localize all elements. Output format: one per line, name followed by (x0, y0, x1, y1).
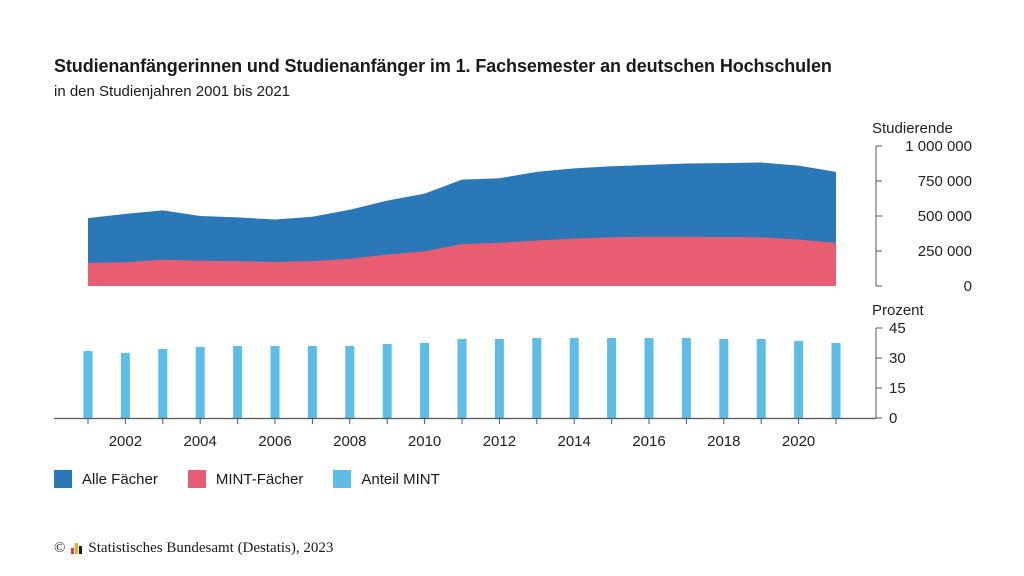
y-tick-label-area: 500 000 (918, 208, 972, 225)
y-tick-label-bar: 45 (889, 320, 906, 337)
bar-anteil-mint (607, 338, 617, 418)
destatis-logo-icon (71, 543, 83, 554)
footer-text: Statistisches Bundesamt (Destatis), 2023 (88, 540, 334, 556)
bar-anteil-mint (719, 339, 729, 418)
bar-anteil-mint (307, 346, 317, 418)
axes: 0 250 000 500 000 750 000 1 000 000Studieren… (54, 120, 972, 450)
legend-item-alle: Alle Fächer (54, 470, 158, 488)
legend: Alle Fächer MINT-Fächer Anteil MINT (54, 470, 440, 488)
legend-item-anteil: Anteil MINT (333, 470, 440, 488)
bar-anteil-mint (831, 343, 841, 418)
x-tick-label: 2008 (333, 433, 366, 450)
legend-swatch-mint (187, 470, 206, 488)
bar-anteil-mint (494, 339, 504, 418)
bar-anteil-mint (83, 351, 93, 418)
y-tick-label-bar: 15 (889, 380, 906, 397)
legend-label-alle: Alle Fächer (82, 470, 158, 488)
bar-anteil-mint (756, 339, 766, 418)
y-axis-label-bar: Prozent (872, 302, 925, 319)
footer-source: © Statistisches Bundesamt (Destatis), 20… (54, 540, 333, 557)
x-tick-label: 2012 (483, 433, 516, 450)
x-tick-label: 2006 (258, 433, 291, 450)
x-tick-label: 2018 (707, 433, 740, 450)
legend-item-mint: MINT-Fächer (187, 470, 304, 488)
bar-anteil-mint (420, 343, 430, 418)
bar-anteil-mint (270, 346, 280, 418)
y-tick-label-bar: 30 (889, 350, 906, 367)
y-tick-label-area: 750 000 (918, 173, 972, 190)
legend-label-mint: MINT-Fächer (215, 470, 304, 488)
bar-anteil-mint (233, 346, 243, 418)
bar-anteil-mint (569, 338, 579, 418)
y-tick-label-area: 0 (964, 278, 972, 295)
y-tick-label-area: 1 000 000 (905, 138, 972, 155)
legend-label-anteil: Anteil MINT (361, 470, 440, 488)
legend-swatch-anteil (333, 470, 352, 488)
bar-anteil-mint (120, 353, 130, 418)
bar-anteil-mint (457, 339, 467, 418)
x-tick-label: 2004 (184, 433, 217, 450)
bar-anteil-mint (158, 349, 168, 418)
area-series-mint (88, 236, 836, 286)
y-axis-label-area: Studierende (872, 120, 953, 137)
x-tick-label: 2020 (782, 433, 815, 450)
bar-anteil-mint (681, 338, 691, 418)
x-tick-label: 2014 (558, 433, 591, 450)
chart-subtitle: in den Studienjahren 2001 bis 2021 (54, 83, 291, 100)
area-chart (88, 162, 836, 286)
x-tick-label: 2016 (632, 433, 665, 450)
bar-anteil-mint (644, 338, 654, 418)
x-tick-label: 2010 (408, 433, 441, 450)
bar-anteil-mint (532, 338, 542, 418)
y-tick-label-bar: 0 (889, 410, 897, 427)
y-tick-label-area: 250 000 (918, 243, 972, 260)
bar-anteil-mint (794, 341, 804, 418)
copyright-symbol: © (54, 540, 66, 556)
bar-chart (83, 338, 841, 418)
bar-anteil-mint (195, 347, 205, 418)
bar-anteil-mint (382, 344, 392, 418)
legend-swatch-alle (54, 470, 72, 488)
bar-anteil-mint (345, 346, 355, 418)
x-tick-label: 2002 (109, 433, 142, 450)
chart-title: Studienanfängerinnen und Studienanfänger… (54, 56, 832, 76)
